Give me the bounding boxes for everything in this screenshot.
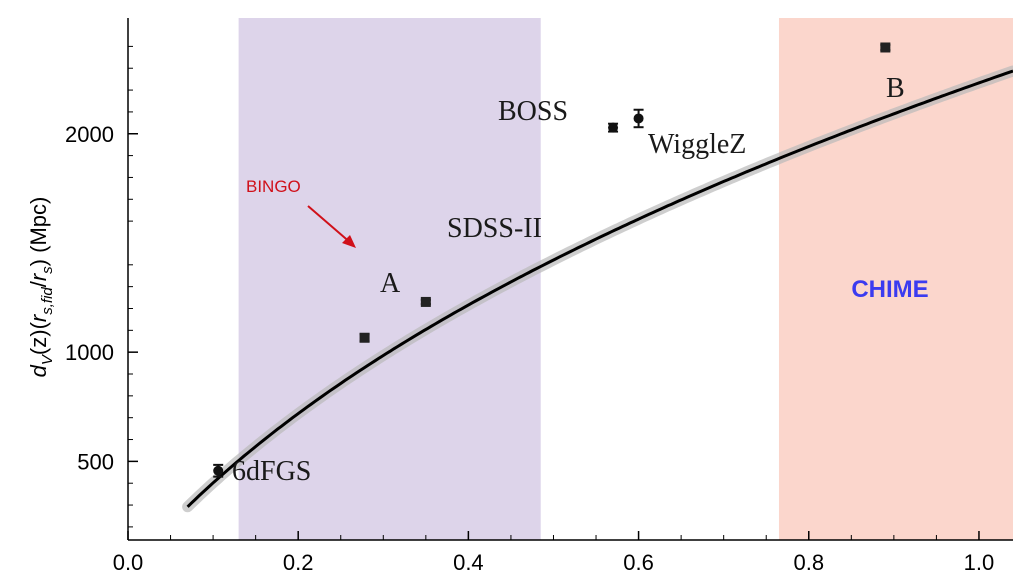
- ylabel-r2: r: [26, 272, 51, 281]
- point-label-6dfgs: 6dFGS: [232, 456, 311, 487]
- bingo-arrow-shaft: [307, 205, 353, 245]
- curve-layer: [182, 65, 1013, 513]
- y-tick-label: 2000: [65, 122, 114, 147]
- point-boss: [608, 122, 619, 133]
- x-tick-label: 0.6: [623, 550, 654, 575]
- ylabel-unit: ) (Mpc): [26, 197, 51, 267]
- point-label-boss: BOSS: [498, 96, 568, 127]
- point-label-wigglez: WiggleZ: [648, 129, 746, 160]
- x-tick-label: 0.8: [793, 550, 824, 575]
- band-label-chime: CHIME: [851, 276, 928, 303]
- point-b: [880, 42, 891, 53]
- ylabel-z: (z)(: [26, 321, 51, 355]
- band-label-bingo: BINGO: [246, 177, 301, 196]
- ylabel-sub-s: s: [39, 266, 56, 274]
- labels-layer: 6dFGS A SDSS-II BOSS WiggleZ B CHIME BINGO: [232, 73, 929, 487]
- band-layer: [238, 18, 1013, 540]
- model-curve: [186, 69, 1013, 508]
- ylabel-sub-v: V: [39, 353, 56, 365]
- ylabel-sub-sfid: s,fid: [39, 287, 56, 315]
- x-tick-label: 0.2: [283, 550, 314, 575]
- point-sdss-ii: [420, 296, 431, 307]
- y-axis-label: dV(z)(rs,fid/rs) (Mpc): [26, 197, 56, 378]
- y-tick-label: 1000: [65, 340, 114, 365]
- point-label-a: A: [380, 268, 401, 299]
- point-wigglez: [633, 113, 644, 124]
- axes-layer: 0.0 0.2 0.4 0.6 0.8 1.050010002000dV(z)(rs,fi…: [26, 18, 1013, 575]
- points-layer: [213, 42, 891, 478]
- bingo-arrow-head: [342, 235, 356, 248]
- x-tick-label: 0.0: [113, 550, 144, 575]
- ylabel-slash: /: [26, 280, 51, 287]
- point-a: [359, 332, 370, 343]
- x-tick-label: 1.0: [964, 550, 995, 575]
- ylabel-d: d: [26, 364, 51, 377]
- point-label-sdss-ii: SDSS-II: [447, 213, 542, 244]
- y-tick-label: 500: [77, 449, 114, 474]
- point-label-b: B: [886, 73, 905, 104]
- x-tick-label: 0.4: [453, 550, 484, 575]
- band-bingo: [238, 18, 541, 540]
- ylabel-r1: r: [26, 313, 51, 322]
- band-chime: [778, 18, 1013, 540]
- point-6dfgs: [213, 465, 224, 476]
